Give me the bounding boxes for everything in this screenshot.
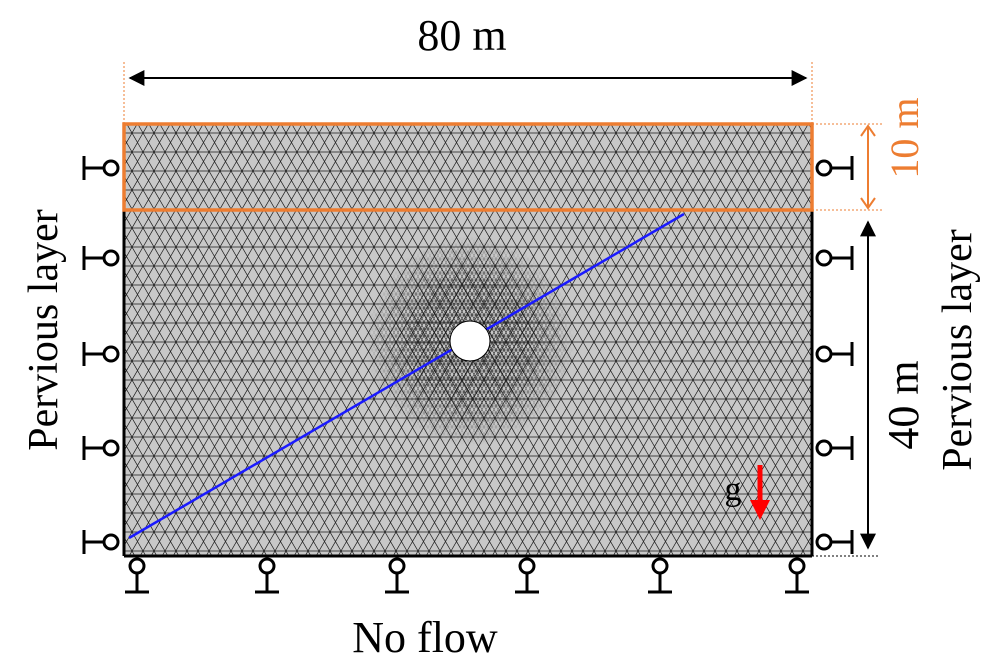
gravity-indicator: g [725,465,770,520]
left-boundary-label: Pervious layer [21,209,67,450]
depth-dimension-label: 40 m [879,360,928,449]
top-layer-dimension: 10 m [860,97,927,210]
bottom-supports [125,557,809,594]
roller-support-icon [82,530,120,554]
right-boundary-label: Pervious layer [935,229,981,470]
roller-support-icon [785,557,809,594]
roller-support-icon [82,156,120,180]
roller-support-icon [648,557,672,594]
roller-support-icon [815,246,854,270]
bottom-boundary-label: No flow [352,613,498,662]
depth-dimension: 40 m [812,220,928,557]
right-supports [815,156,854,554]
top-layer-dimension-label: 10 m [882,97,927,178]
width-dimension: 80 m [128,11,808,86]
roller-support-icon [815,530,854,554]
top-layer-outline [122,122,814,212]
width-dimension-label: 80 m [417,11,506,60]
roller-support-icon [125,557,149,594]
roller-support-icon [385,557,409,594]
roller-support-icon [82,436,120,460]
gravity-label: g [725,471,742,508]
roller-support-icon [815,436,854,460]
left-supports [82,156,120,554]
roller-support-icon [255,557,279,594]
roller-support-icon [82,342,120,366]
roller-support-icon [82,246,120,270]
roller-support-icon [815,342,854,366]
tunnel-opening [449,320,491,362]
roller-support-icon [515,557,539,594]
fault-line [128,212,685,540]
roller-support-icon [815,156,854,180]
